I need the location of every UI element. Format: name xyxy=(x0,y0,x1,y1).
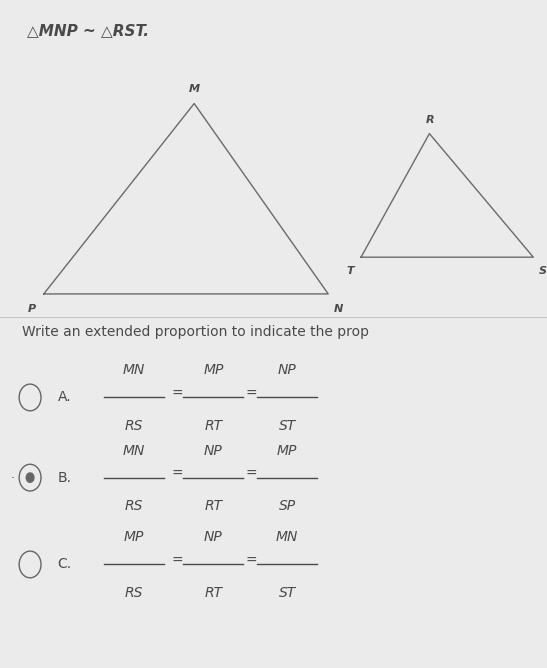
Text: △MNP ~ △RST.: △MNP ~ △RST. xyxy=(27,23,149,38)
Text: T: T xyxy=(346,266,354,275)
Text: =: = xyxy=(246,387,258,401)
Text: SP: SP xyxy=(278,499,296,513)
Text: NP: NP xyxy=(278,363,296,377)
Text: MP: MP xyxy=(277,444,298,458)
Text: MP: MP xyxy=(203,363,224,377)
Text: RS: RS xyxy=(125,499,143,513)
Text: RT: RT xyxy=(204,419,223,433)
Text: Write an extended proportion to indicate the prop: Write an extended proportion to indicate… xyxy=(22,325,369,339)
Text: C.: C. xyxy=(57,558,72,571)
Text: MP: MP xyxy=(124,530,144,544)
Text: NP: NP xyxy=(204,444,223,458)
Text: ST: ST xyxy=(278,419,296,433)
Text: N: N xyxy=(334,304,342,313)
Text: RS: RS xyxy=(125,419,143,433)
Text: .: . xyxy=(10,468,15,481)
Text: A.: A. xyxy=(57,391,71,404)
Text: P: P xyxy=(28,304,36,313)
Circle shape xyxy=(26,473,34,482)
Text: R: R xyxy=(426,116,435,125)
Text: MN: MN xyxy=(276,530,298,544)
Text: RT: RT xyxy=(204,499,223,513)
Text: M: M xyxy=(189,84,200,94)
Text: ST: ST xyxy=(278,586,296,600)
Text: =: = xyxy=(172,387,184,401)
Text: B.: B. xyxy=(57,471,72,484)
Text: =: = xyxy=(246,468,258,481)
Text: =: = xyxy=(172,554,184,568)
Text: RS: RS xyxy=(125,586,143,600)
Text: MN: MN xyxy=(123,444,145,458)
Text: MN: MN xyxy=(123,363,145,377)
Text: RT: RT xyxy=(204,586,223,600)
Text: =: = xyxy=(246,554,258,568)
Text: S: S xyxy=(539,266,547,275)
Text: =: = xyxy=(172,468,184,481)
Text: NP: NP xyxy=(204,530,223,544)
